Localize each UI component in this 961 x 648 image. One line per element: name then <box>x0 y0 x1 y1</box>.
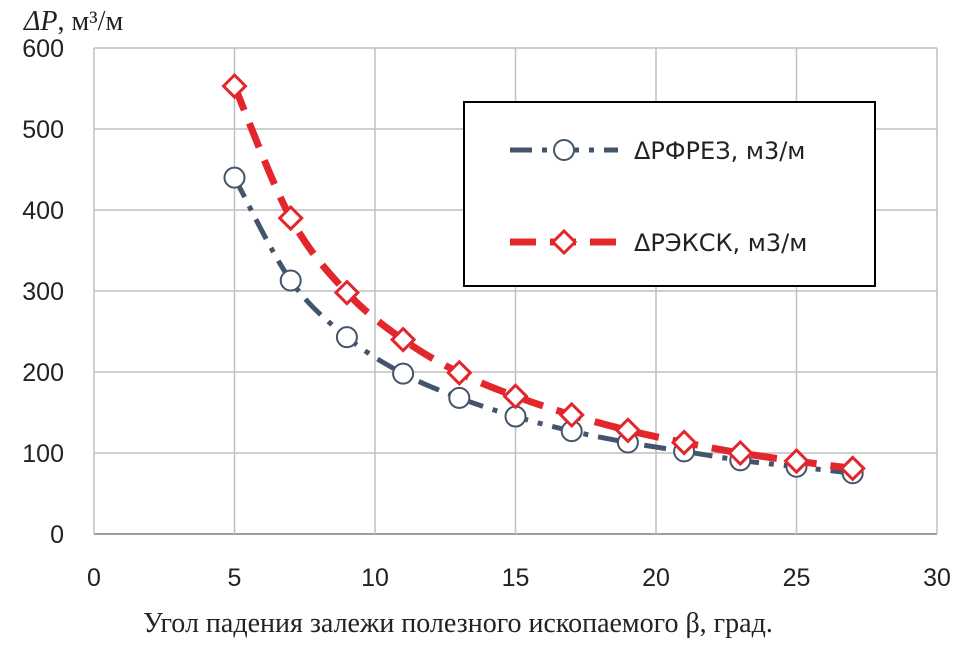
x-tick-label: 30 <box>923 564 951 592</box>
data-point <box>670 429 698 456</box>
series-2 <box>221 72 866 482</box>
data-point <box>504 405 527 428</box>
legend-entry: ΔРФРЕЗ, м3/м <box>510 137 805 165</box>
data-point <box>727 439 754 467</box>
y-axis-unit: , м³/м <box>58 6 124 37</box>
legend: ΔРФРЕЗ, м3/м ΔРЭКСК, м3/м <box>463 101 876 287</box>
data-point <box>333 279 361 306</box>
x-tick-label: 15 <box>502 564 530 592</box>
data-point <box>279 269 302 292</box>
data-point <box>614 417 642 444</box>
y-tick-label: 600 <box>22 35 64 63</box>
series-layer <box>221 72 866 485</box>
data-point <box>277 204 304 232</box>
y-tick-label: 500 <box>22 116 64 144</box>
x-tick-label: 5 <box>228 564 242 592</box>
y-axis-symbol: ΔP <box>23 6 58 37</box>
y-tick-label: 100 <box>22 440 64 468</box>
data-point <box>389 326 417 353</box>
data-point <box>446 359 473 386</box>
legend-swatch-marker <box>550 228 578 256</box>
y-axis-label: ΔP, м³/м <box>23 6 123 37</box>
data-point <box>448 386 471 409</box>
data-point <box>783 447 810 475</box>
data-point <box>839 455 866 482</box>
data-point <box>335 326 358 349</box>
data-point <box>392 362 415 385</box>
x-tick-label: 20 <box>642 564 670 592</box>
x-axis-label: Угол падения залежи полезного ископаемог… <box>143 608 773 639</box>
legend-label: ΔРФРЕЗ, м3/м <box>634 137 805 165</box>
legend-label: ΔРЭКСК, м3/м <box>634 229 807 257</box>
x-tick-label: 0 <box>87 564 101 592</box>
legend-box <box>463 101 876 287</box>
data-point <box>223 166 246 189</box>
y-tick-label: 400 <box>22 197 64 225</box>
y-tick-label: 300 <box>22 278 64 306</box>
x-tick-label: 25 <box>783 564 811 592</box>
x-tick-labels: 0 5 10 15 20 25 30 <box>87 564 951 592</box>
legend-entry: ΔРЭКСК, м3/м <box>510 228 807 257</box>
y-tick-label: 0 <box>50 521 64 549</box>
legend-swatch-marker <box>553 139 575 161</box>
y-tick-label: 200 <box>22 359 64 387</box>
data-point <box>221 72 248 100</box>
y-tick-labels: 0 100 200 300 400 500 600 <box>22 35 64 549</box>
data-point <box>502 383 529 410</box>
x-tick-label: 10 <box>361 564 389 592</box>
data-point <box>558 401 585 429</box>
